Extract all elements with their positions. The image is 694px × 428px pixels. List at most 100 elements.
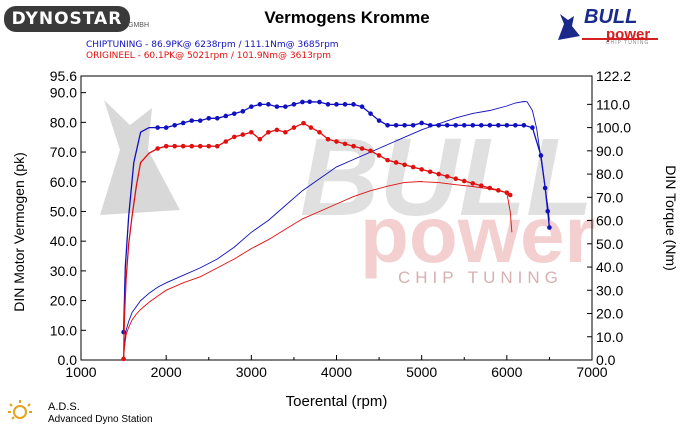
origineel-torque-point <box>351 143 356 149</box>
origineel-torque-point <box>410 164 416 170</box>
chiptuning-torque-point <box>214 115 220 121</box>
y-left-tick-label: 10.0 <box>50 322 77 338</box>
legend-chiptuning: CHIPTUNING - 86.9PK@ 6238rpm / 111.1Nm@ … <box>86 40 339 50</box>
origineel-torque-point <box>478 183 484 188</box>
watermark-power-text: power <box>360 190 596 279</box>
origineel-torque-point <box>283 129 288 135</box>
brand-chip: CHIP TUNING <box>606 40 650 46</box>
origineel-torque-point <box>470 181 476 186</box>
y-left-tick-label: 30.0 <box>50 263 77 279</box>
chiptuning-torque-point <box>359 104 365 109</box>
origineel-torque-point <box>436 171 442 177</box>
chiptuning-torque-point <box>545 208 551 214</box>
y-right-tick-label: 70.0 <box>596 189 623 205</box>
x-tick-label: 2000 <box>151 364 182 380</box>
chiptuning-torque-point <box>300 99 305 105</box>
chiptuning-power-line <box>123 101 550 359</box>
x-tick-label: 7000 <box>576 364 607 380</box>
origineel-torque-point <box>444 174 450 179</box>
chiptuning-torque-point <box>257 102 263 107</box>
origineel-torque-point <box>206 143 212 149</box>
chiptuning-torque-point <box>240 109 246 114</box>
chiptuning-torque-point <box>351 102 356 107</box>
chiptuning-torque-point <box>470 122 476 128</box>
chiptuning-torque-point <box>342 102 348 107</box>
chiptuning-torque-point <box>283 104 288 109</box>
chiptuning-torque-point <box>453 122 459 128</box>
brand-bull: BULL <box>584 6 638 28</box>
chiptuning-torque-point <box>189 118 195 123</box>
chiptuning-torque-point <box>530 125 535 130</box>
origineel-torque-point <box>163 143 169 149</box>
chiptuning-torque-point <box>410 122 416 128</box>
chiptuning-torque-point <box>172 122 177 128</box>
ads-sun-icon <box>8 400 32 420</box>
y-right-tick-label: 10.0 <box>596 329 623 345</box>
x-tick-label: 5000 <box>406 364 437 380</box>
y-right-tick-label: 110.0 <box>596 96 630 112</box>
x-tick-label: 1000 <box>65 364 96 380</box>
chiptuning-torque-point <box>180 120 186 126</box>
watermark-chip-text: CHIP TUNING <box>398 268 563 287</box>
origineel-torque-point <box>504 190 510 195</box>
chiptuning-torque-point <box>368 111 373 116</box>
chiptuning-torque-point <box>325 102 331 107</box>
watermark-bull-icon <box>100 100 180 215</box>
y-left-tick-label: 90.0 <box>50 85 77 101</box>
origineel-torque-point <box>197 143 203 149</box>
chiptuning-torque-point <box>427 122 433 128</box>
bull-horns-icon <box>558 14 658 40</box>
y-right-tick-label: 50.0 <box>596 236 623 252</box>
chiptuning-torque-point <box>163 125 169 130</box>
x-tick-label: 3000 <box>236 364 267 380</box>
origineel-torque-point <box>121 356 126 362</box>
chiptuning-torque-point <box>496 122 501 128</box>
origineel-torque-point <box>461 178 467 184</box>
chiptuning-torque-point <box>487 122 493 128</box>
origineel-torque-point <box>496 188 501 193</box>
origineel-torque-point <box>274 127 280 133</box>
origineel-torque-point <box>180 143 186 149</box>
origineel-power-line <box>123 181 513 359</box>
chiptuning-torque-point <box>547 225 552 230</box>
origineel-torque-point <box>189 143 195 149</box>
chiptuning-torque-point <box>393 122 399 128</box>
origineel-torque-point <box>291 125 297 130</box>
series-layer <box>121 99 552 362</box>
origineel-torque-point <box>342 141 348 147</box>
y-left-tick-label: 80.0 <box>50 114 77 130</box>
ads-title: A.D.S. <box>48 401 80 413</box>
origineel-torque-point <box>155 146 160 151</box>
origineel-torque-point <box>385 157 390 163</box>
legend-origineel: ORIGINEEL - 60.1PK@ 5021rpm / 101.9Nm@ 3… <box>86 51 331 61</box>
origineel-torque-point <box>507 192 513 198</box>
origineel-torque-point <box>453 176 459 182</box>
origineel-torque-point <box>325 136 331 142</box>
origineel-torque-point <box>419 167 424 172</box>
y-left-tick-label: 50.0 <box>50 203 77 219</box>
chiptuning-torque-point <box>376 118 382 123</box>
legend-chiptuning-text: CHIPTUNING - 86.9PK@ 6238rpm / 111.1Nm@ … <box>86 40 339 50</box>
dynostar-logo-text: DYNOSTAR <box>11 9 123 29</box>
y-right-tick-label: 0.0 <box>596 352 616 368</box>
origineel-torque-point <box>402 162 407 168</box>
y-left-tick-label: 60.0 <box>50 174 77 190</box>
chiptuning-torque-point <box>155 125 160 130</box>
chiptuning-torque-point <box>274 104 280 109</box>
origineel-torque-point <box>266 129 271 135</box>
chiptuning-torque-point <box>232 111 237 116</box>
origineel-torque-point <box>249 129 254 135</box>
y-left-tick-label: 0.0 <box>58 352 78 368</box>
chart-title: Vermogens Kromme <box>264 8 430 27</box>
origineel-torque-point <box>359 146 365 151</box>
y-left-tick-label: 40.0 <box>50 233 77 249</box>
chiptuning-torque-point <box>249 104 254 109</box>
y-left-axis-label: DIN Motor Vermogen (pk) <box>11 152 27 312</box>
chiptuning-torque-point <box>513 122 518 128</box>
origineel-torque-point <box>317 129 322 135</box>
origineel-torque-point <box>334 139 339 144</box>
chiptuning-torque-point <box>461 122 467 128</box>
chiptuning-torque-point <box>444 122 450 128</box>
chiptuning-torque-point <box>402 122 407 128</box>
